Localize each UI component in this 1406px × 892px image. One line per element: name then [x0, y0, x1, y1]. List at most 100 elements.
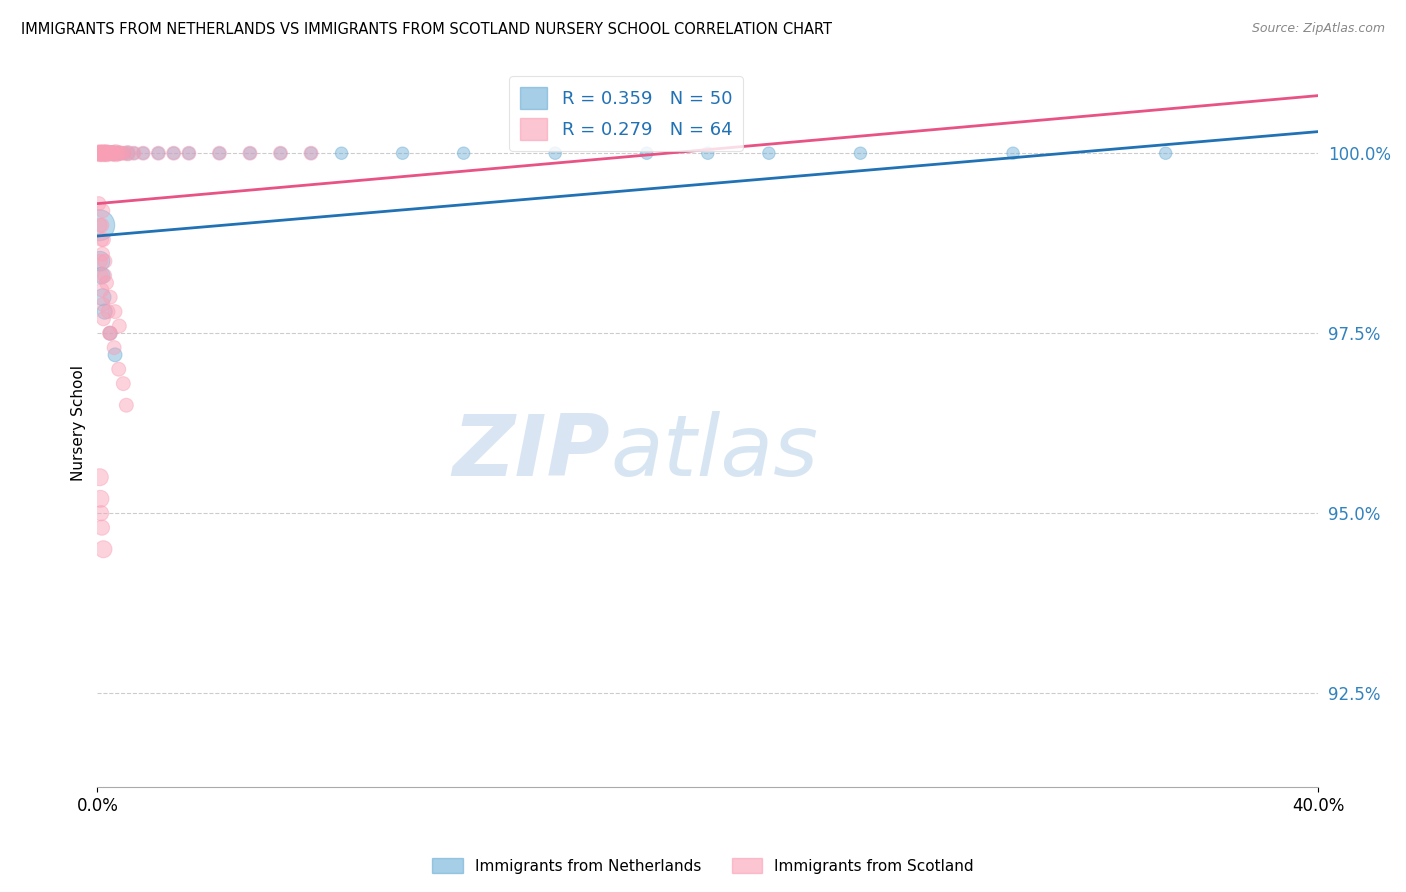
Point [330, 146, 353, 161]
Point [87, 196, 110, 211]
Point [114, 146, 136, 161]
Point [111, 146, 134, 161]
Point [148, 146, 170, 161]
Point [98, 146, 121, 161]
Point [91, 146, 114, 161]
Point [96, 146, 118, 161]
Point [93, 304, 115, 318]
Text: IMMIGRANTS FROM NETHERLANDS VS IMMIGRANTS FROM SCOTLAND NURSERY SCHOOL CORRELATI: IMMIGRANTS FROM NETHERLANDS VS IMMIGRANT… [21, 22, 832, 37]
Legend: R = 0.359   N = 50, R = 0.279   N = 64: R = 0.359 N = 50, R = 0.279 N = 64 [509, 76, 744, 151]
Point [93, 542, 115, 557]
Point [94, 146, 117, 161]
Point [107, 146, 129, 161]
Point [93, 146, 115, 161]
Point [108, 318, 131, 333]
Point [90, 268, 112, 283]
Point [208, 146, 231, 161]
Point [98, 146, 121, 161]
Point [89, 218, 111, 232]
Point [104, 348, 127, 362]
Point [849, 146, 872, 161]
Point [96, 146, 118, 161]
Point [90, 506, 112, 520]
Point [105, 146, 128, 161]
Point [97, 146, 120, 161]
Point [89, 491, 111, 506]
Point [93, 146, 115, 161]
Point [94, 254, 117, 268]
Point [90, 146, 112, 161]
Point [177, 146, 200, 161]
Point [299, 146, 322, 161]
Legend: Immigrants from Netherlands, Immigrants from Scotland: Immigrants from Netherlands, Immigrants … [426, 852, 980, 880]
Point [696, 146, 718, 161]
Point [101, 146, 124, 161]
Point [132, 146, 155, 161]
Point [115, 398, 138, 412]
Point [98, 326, 121, 341]
Point [1002, 146, 1025, 161]
Point [97, 146, 120, 161]
Point [91, 247, 114, 261]
Point [105, 146, 128, 161]
Point [87, 146, 110, 161]
Point [163, 146, 186, 161]
Point [93, 146, 115, 161]
Point [1154, 146, 1177, 161]
Point [94, 146, 117, 161]
Point [90, 218, 112, 232]
Point [89, 146, 111, 161]
Point [122, 146, 145, 161]
Point [91, 297, 114, 311]
Point [100, 146, 122, 161]
Point [208, 146, 231, 161]
Point [114, 146, 136, 161]
Point [97, 304, 120, 318]
Point [103, 146, 125, 161]
Point [97, 146, 120, 161]
Point [89, 146, 111, 161]
Point [163, 146, 186, 161]
Point [94, 146, 117, 161]
Point [97, 146, 120, 161]
Point [93, 311, 115, 326]
Point [90, 521, 112, 535]
Point [96, 146, 118, 161]
Point [93, 233, 115, 247]
Point [98, 326, 121, 341]
Point [89, 254, 111, 268]
Point [89, 218, 111, 232]
Point [104, 146, 127, 161]
Point [89, 146, 111, 161]
Point [269, 146, 291, 161]
Point [299, 146, 322, 161]
Point [636, 146, 658, 161]
Point [107, 362, 129, 376]
Point [96, 276, 118, 290]
Point [107, 146, 129, 161]
Point [98, 326, 121, 341]
Point [96, 146, 118, 161]
Point [89, 146, 111, 161]
Point [239, 146, 262, 161]
Point [239, 146, 262, 161]
Point [269, 146, 291, 161]
Point [758, 146, 780, 161]
Point [90, 233, 112, 247]
Point [98, 290, 121, 304]
Point [100, 146, 122, 161]
Point [148, 146, 170, 161]
Point [104, 146, 127, 161]
Point [117, 146, 139, 161]
Point [90, 146, 112, 161]
Point [94, 146, 117, 161]
Point [89, 254, 111, 268]
Point [132, 146, 155, 161]
Point [104, 304, 127, 318]
Text: ZIP: ZIP [453, 411, 610, 494]
Point [103, 146, 125, 161]
Point [89, 470, 111, 484]
Point [112, 376, 135, 391]
Point [101, 146, 124, 161]
Point [544, 146, 567, 161]
